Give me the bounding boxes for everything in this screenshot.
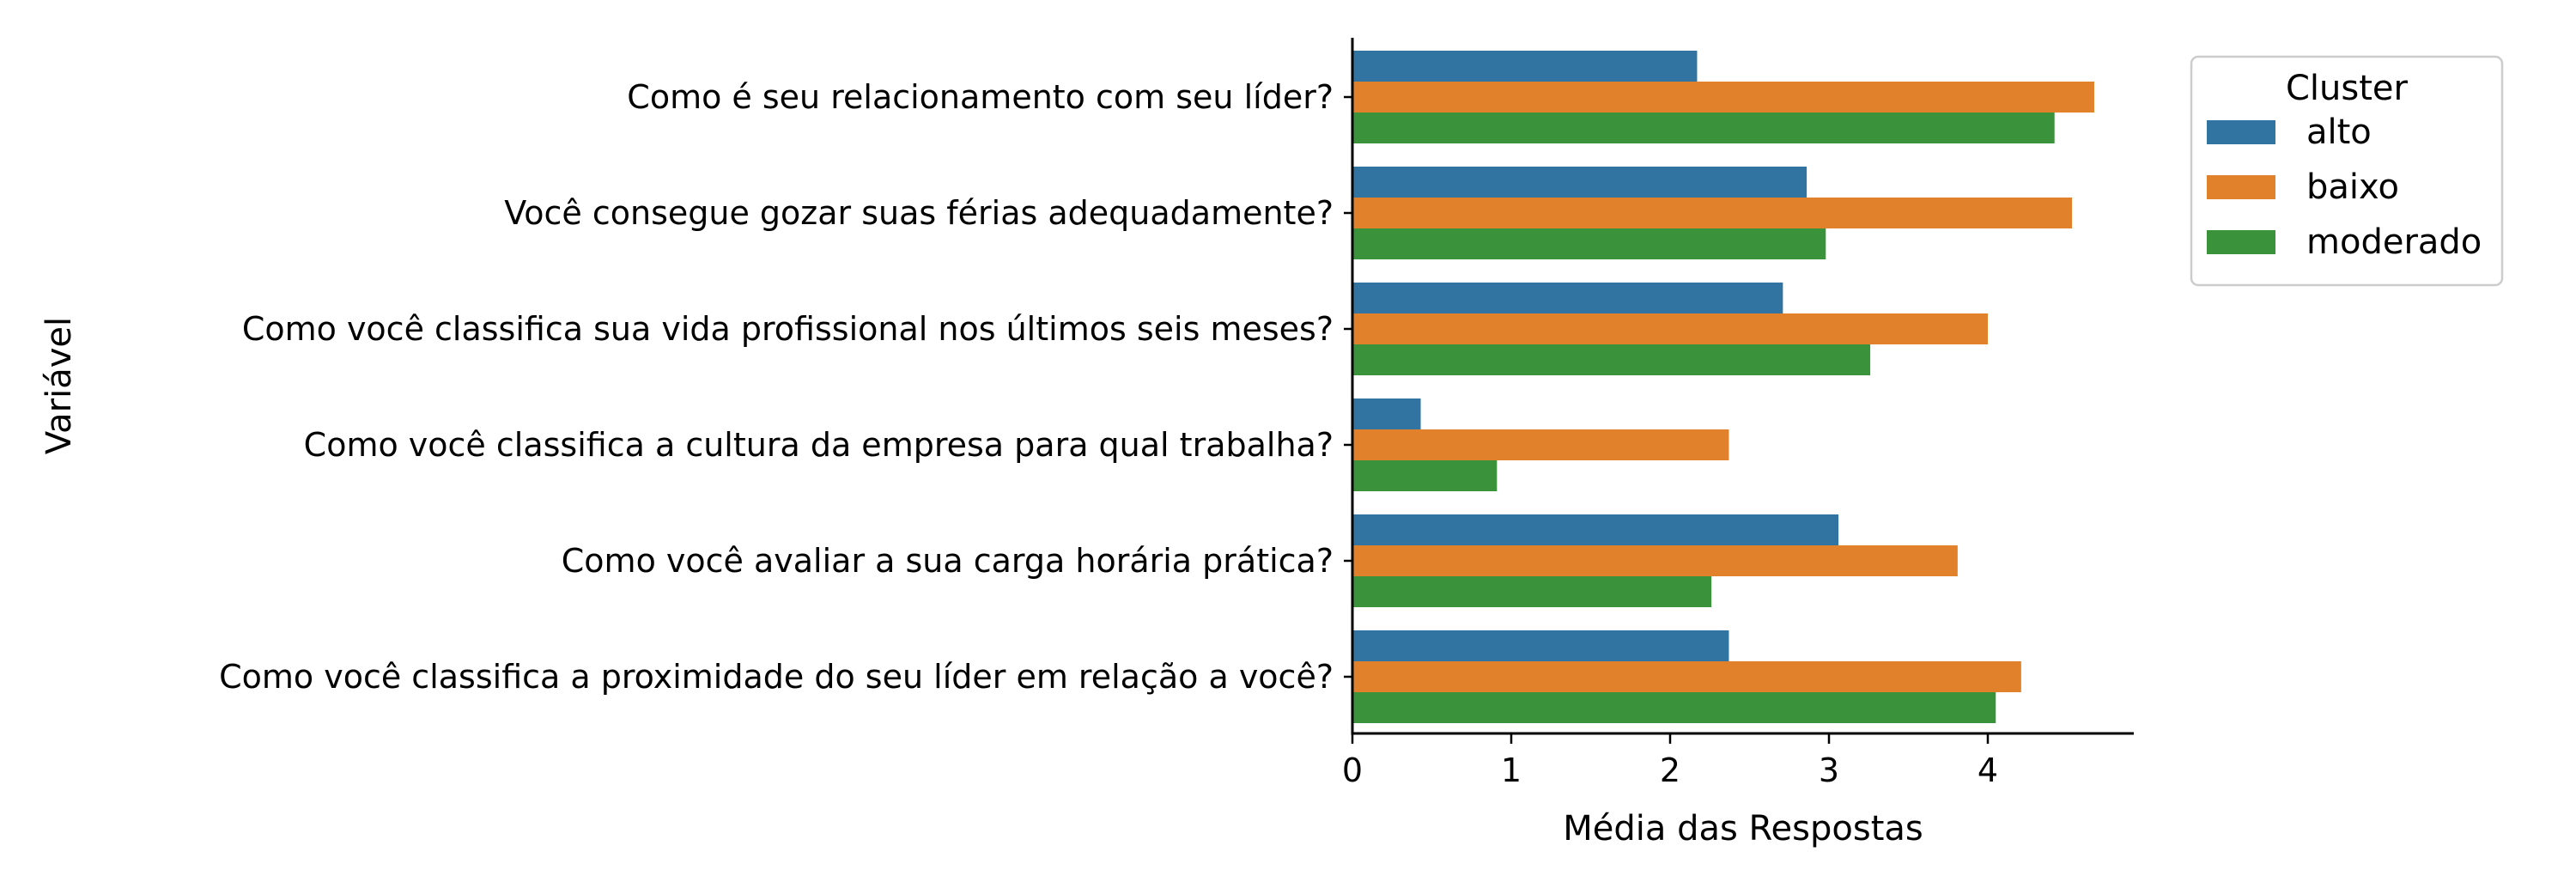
- bar-alto-1: [1352, 51, 1698, 82]
- bar-alto-4: [1352, 398, 1421, 429]
- x-axis-label: Média das Respostas: [1563, 809, 1923, 849]
- bar-alto-5: [1352, 514, 1839, 545]
- y-tick-labels: Como é seu relacionamento com seu líder?…: [219, 78, 1352, 696]
- legend-swatch-alto: [2207, 120, 2275, 144]
- legend-swatch-baixo: [2207, 175, 2275, 199]
- bars-group: [1352, 51, 2094, 723]
- bar-moderado-2: [1352, 228, 1826, 259]
- bar-baixo-4: [1352, 429, 1729, 460]
- legend-label-alto: alto: [2306, 113, 2372, 152]
- y-tick-label: Como você classifica a proximidade do se…: [219, 658, 1334, 696]
- x-ticks: 0 1 2 3 4: [1342, 733, 1998, 789]
- bar-alto-6: [1352, 630, 1729, 661]
- legend-label-moderado: moderado: [2306, 222, 2482, 262]
- legend-frame: [2190, 55, 2504, 287]
- x-tick-label: 4: [1978, 751, 1998, 789]
- bar-alto-2: [1352, 167, 1807, 198]
- x-tick-label: 1: [1501, 751, 1522, 789]
- y-tick-label: Como você avaliar a sua carga horária pr…: [562, 542, 1334, 580]
- bar-moderado-6: [1352, 692, 1996, 723]
- bar-moderado-1: [1352, 113, 2055, 143]
- bar-moderado-5: [1352, 576, 1712, 607]
- bar-alto-3: [1352, 283, 1783, 313]
- y-tick-label: Como você classifica a cultura da empres…: [304, 426, 1334, 464]
- y-axis-label: Variável: [39, 317, 79, 454]
- y-tick-label: Você consegue gozar suas férias adequada…: [504, 194, 1334, 232]
- legend-title: Cluster: [2286, 69, 2409, 108]
- legend-label-baixo: baixo: [2306, 167, 2399, 207]
- bar-baixo-1: [1352, 82, 2094, 113]
- x-tick-label: 2: [1660, 751, 1680, 789]
- legend: Cluster alto baixo moderado: [2190, 55, 2504, 287]
- bar-moderado-3: [1352, 344, 1871, 375]
- bar-baixo-2: [1352, 198, 2073, 228]
- x-tick-label: 3: [1819, 751, 1839, 789]
- x-tick-label: 0: [1342, 751, 1363, 789]
- bar-moderado-4: [1352, 460, 1498, 491]
- bar-baixo-5: [1352, 545, 1958, 576]
- y-tick-label: Como é seu relacionamento com seu líder?: [627, 78, 1334, 116]
- y-tick-label: Como você classifica sua vida profission…: [242, 310, 1334, 348]
- legend-swatch-moderado: [2207, 230, 2275, 254]
- bar-baixo-6: [1352, 661, 2021, 692]
- bar-baixo-3: [1352, 313, 1988, 344]
- legend-items: alto baixo moderado: [2207, 113, 2482, 262]
